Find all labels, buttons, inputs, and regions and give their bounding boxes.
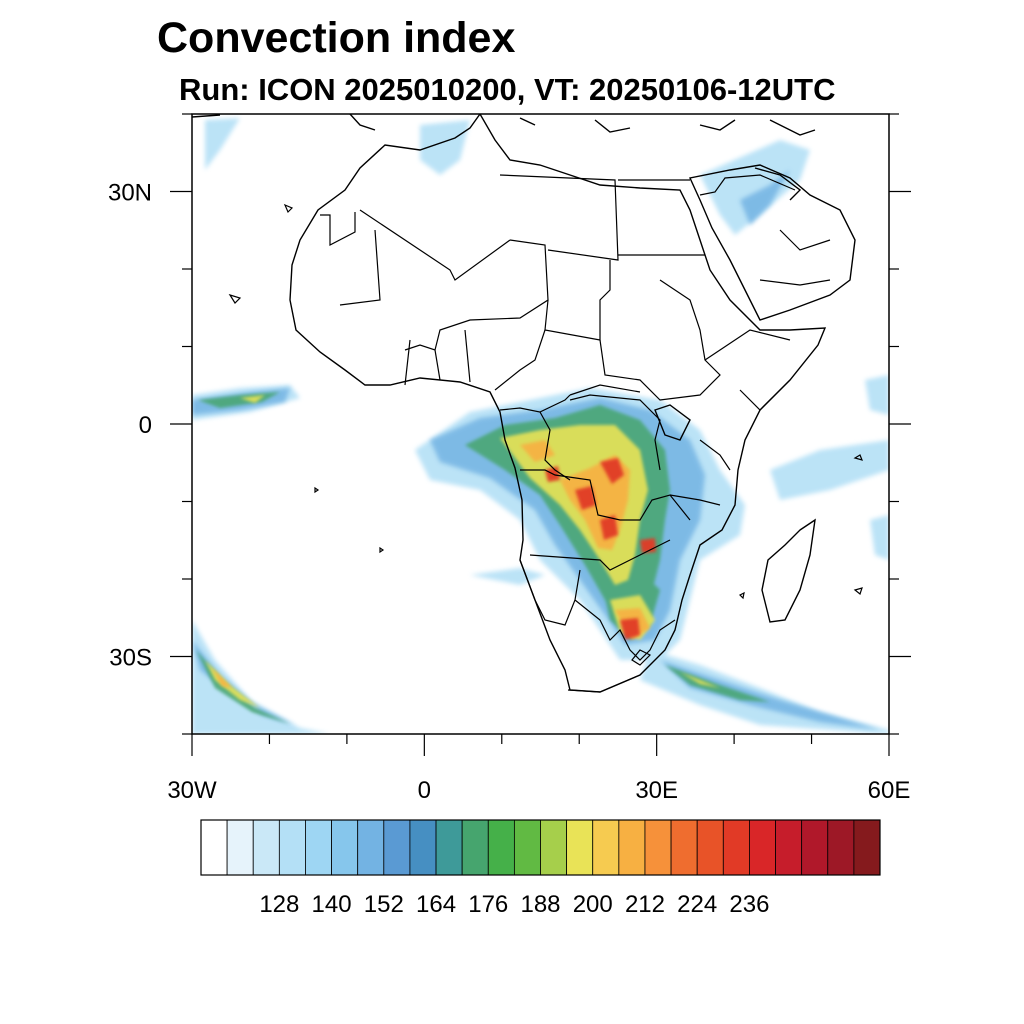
colorbar xyxy=(200,819,881,876)
colorbar-swatch xyxy=(278,819,306,876)
colorbar-label: 164 xyxy=(416,891,456,918)
colorbar-label: 224 xyxy=(677,891,717,918)
lon-tick-label: 60E xyxy=(868,777,911,804)
colorbar-swatch xyxy=(435,819,463,876)
lat-tick-label: 30N xyxy=(108,180,152,207)
lat-tick-label: 30S xyxy=(109,645,152,672)
colorbar-swatch xyxy=(644,819,672,876)
colorbar-swatch xyxy=(461,819,489,876)
colorbar-swatch xyxy=(696,819,724,876)
colorbar-swatch xyxy=(722,819,750,876)
colorbar-swatch xyxy=(383,819,411,876)
lat-tick-label: 0 xyxy=(139,412,152,439)
map-title: Convection index xyxy=(157,14,516,62)
colorbar-swatch xyxy=(566,819,594,876)
colorbar-swatch xyxy=(749,819,776,876)
map-ticks xyxy=(170,113,911,756)
colorbar-swatch xyxy=(226,819,254,876)
colorbar-swatch xyxy=(331,819,359,876)
colorbar-label: 140 xyxy=(312,891,352,918)
colorbar-swatch xyxy=(618,819,646,876)
colorbar-swatch xyxy=(801,819,829,876)
colorbar-swatch xyxy=(540,819,568,876)
colorbar-swatch xyxy=(592,819,620,876)
colorbar-label: 128 xyxy=(259,891,299,918)
map-tick-labels: 30W 0 30E 60E 30N 0 30S xyxy=(108,180,910,805)
colorbar-label: 236 xyxy=(729,891,769,918)
lon-tick-label: 30W xyxy=(167,777,217,804)
colorbar-swatch xyxy=(200,819,228,876)
colorbar-swatch xyxy=(357,819,385,876)
colorbar-swatch xyxy=(487,819,515,876)
colorbar-swatch xyxy=(670,819,698,876)
country-borders xyxy=(320,174,831,693)
colorbar-swatch xyxy=(775,819,803,876)
colorbar-label: 212 xyxy=(625,891,665,918)
colorbar-swatch xyxy=(853,819,881,876)
colorbar-label: 188 xyxy=(520,891,560,918)
colorbar-swatch xyxy=(513,819,541,876)
colorbar-swatch xyxy=(252,819,280,876)
map-subtitle: Run: ICON 2025010200, VT: 20250106-12UTC xyxy=(179,72,836,107)
colorbar-labels: 128 140 152 164 176 188 200 212 224 236 xyxy=(259,891,769,918)
colorbar-swatch xyxy=(409,819,437,876)
map-plot-area xyxy=(192,114,889,734)
colorbar-frame xyxy=(200,819,881,876)
lon-tick-label: 0 xyxy=(418,777,431,804)
colorbar-label: 152 xyxy=(364,891,404,918)
colorbar-label: 200 xyxy=(573,891,613,918)
colorbar-swatch xyxy=(305,819,332,876)
colorbar-label: 176 xyxy=(468,891,508,918)
lon-tick-label: 30E xyxy=(635,777,678,804)
colorbar-swatch xyxy=(827,819,855,876)
islands xyxy=(228,203,864,600)
convection-field xyxy=(192,118,889,734)
